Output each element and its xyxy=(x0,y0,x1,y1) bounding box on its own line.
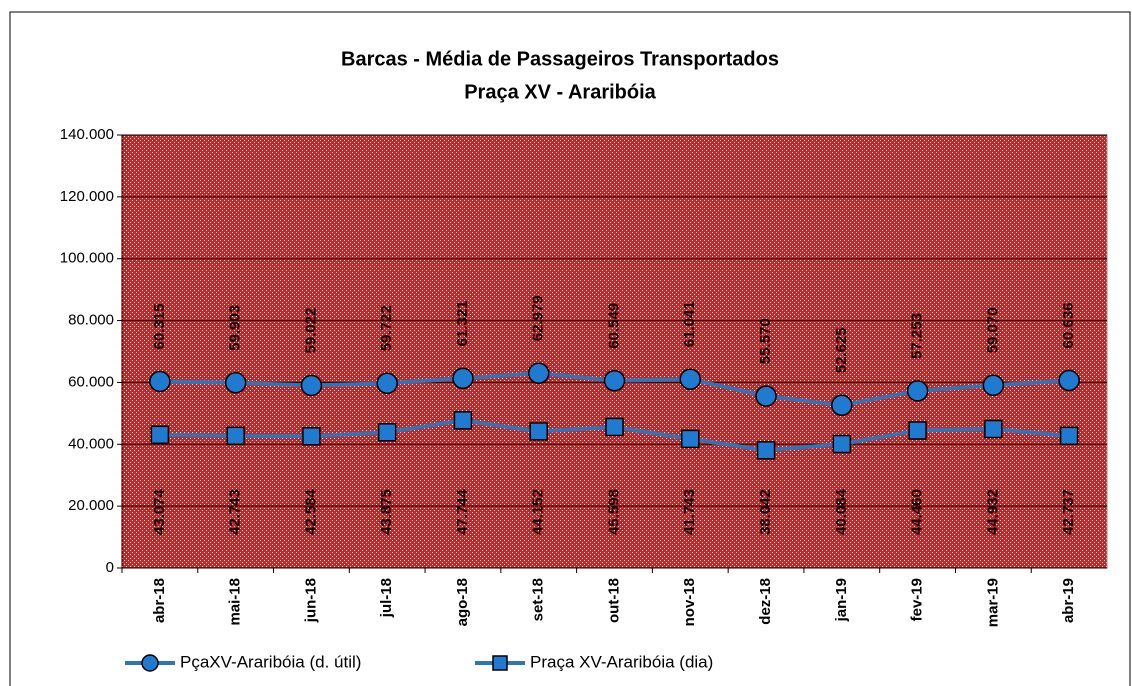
y-tick-label: 40.000 xyxy=(68,435,114,452)
data-point xyxy=(831,394,853,416)
data-point xyxy=(832,434,852,454)
data-point xyxy=(679,368,702,390)
data-label: 43.074 xyxy=(151,488,168,535)
data-point xyxy=(908,421,927,440)
data-point xyxy=(755,385,777,407)
data-point xyxy=(603,369,626,392)
x-tick-label: jul-18 xyxy=(378,578,395,618)
y-tick-label: 120.000 xyxy=(60,188,114,205)
legend-label: PçaXV-Araribóia (d. útil) xyxy=(180,652,361,671)
data-label: 59.722 xyxy=(378,305,395,351)
x-tick-label: ago-18 xyxy=(454,578,471,626)
data-label: 44.152 xyxy=(530,489,547,535)
data-label: 44.460 xyxy=(909,489,926,535)
data-label: 57.253 xyxy=(909,313,926,359)
data-point xyxy=(376,372,398,395)
data-label: 44.932 xyxy=(984,489,1001,535)
data-label: 61.321 xyxy=(454,300,471,346)
data-point xyxy=(982,374,1005,397)
x-tick-label: jun-18 xyxy=(302,578,319,623)
data-label: 42.743 xyxy=(227,489,244,535)
chart-title: Barcas - Média de Passageiros Transporta… xyxy=(341,48,779,70)
x-tick-label: nov-18 xyxy=(681,578,698,626)
data-label: 40.084 xyxy=(833,488,850,535)
data-point xyxy=(150,425,170,445)
data-point xyxy=(149,370,171,393)
legend-marker xyxy=(492,655,508,671)
chart-frame xyxy=(9,11,1131,686)
legend-label: Praça XV-Araribóia (dia) xyxy=(530,652,713,671)
legend-marker xyxy=(141,654,159,672)
x-tick-label: out-18 xyxy=(605,578,622,623)
data-point xyxy=(906,380,929,402)
data-point xyxy=(453,411,473,430)
y-tick-label: 140.000 xyxy=(60,126,114,143)
y-tick-label: 60.000 xyxy=(68,373,114,390)
data-label: 47.744 xyxy=(454,488,471,535)
data-point xyxy=(605,417,624,437)
data-label: 42.584 xyxy=(302,488,319,535)
data-point xyxy=(529,422,548,441)
data-label: 55.570 xyxy=(757,318,774,364)
y-tick-label: 100.000 xyxy=(60,250,114,267)
chart-subtitle: Praça XV - Araribóia xyxy=(464,81,656,103)
data-label: 60.549 xyxy=(605,303,622,349)
data-label: 60.315 xyxy=(151,304,168,350)
data-point xyxy=(300,374,323,397)
data-label: 43.875 xyxy=(378,489,395,535)
data-label: 59.070 xyxy=(984,307,1001,353)
data-point xyxy=(984,419,1003,439)
data-point xyxy=(681,429,700,449)
x-tick-label: abr-18 xyxy=(151,578,168,623)
data-label: 42.737 xyxy=(1060,489,1077,535)
data-point xyxy=(527,362,550,384)
data-label: 38.042 xyxy=(757,489,774,535)
data-point xyxy=(224,371,247,394)
data-label: 52.625 xyxy=(833,327,850,373)
y-tick-label: 80.000 xyxy=(68,312,114,329)
data-label: 59.903 xyxy=(227,305,244,351)
data-label: 60.636 xyxy=(1060,303,1077,349)
data-point xyxy=(1058,369,1080,392)
data-point xyxy=(377,423,397,442)
data-point xyxy=(302,427,321,446)
y-tick-label: 0 xyxy=(106,559,114,576)
data-point xyxy=(756,441,776,460)
y-tick-label: 20.000 xyxy=(68,497,114,514)
x-tick-label: mai-18 xyxy=(227,578,244,626)
data-point xyxy=(452,367,474,390)
x-tick-label: dez-18 xyxy=(757,578,774,625)
data-label: 62.979 xyxy=(530,295,547,341)
x-tick-label: set-18 xyxy=(530,578,547,621)
x-tick-label: fev-19 xyxy=(909,578,926,621)
data-point xyxy=(1059,426,1079,446)
data-label: 61.041 xyxy=(681,301,698,347)
data-label: 45.598 xyxy=(605,489,622,535)
x-tick-label: jan-19 xyxy=(833,578,850,622)
x-tick-label: abr-19 xyxy=(1060,578,1077,623)
x-tick-label: mar-19 xyxy=(984,578,1001,627)
data-label: 41.743 xyxy=(681,489,698,535)
data-point xyxy=(226,426,245,446)
data-label: 59.022 xyxy=(302,308,319,354)
